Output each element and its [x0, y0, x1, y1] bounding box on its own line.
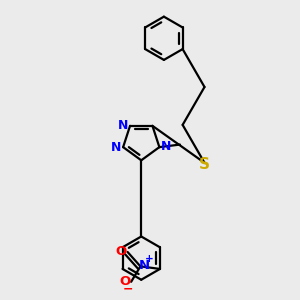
- Text: O: O: [119, 275, 130, 288]
- Text: −: −: [123, 283, 133, 296]
- Text: O: O: [116, 245, 127, 258]
- Text: S: S: [199, 157, 210, 172]
- Text: +: +: [145, 254, 154, 264]
- Text: N: N: [118, 119, 128, 132]
- Text: N: N: [161, 140, 171, 153]
- Text: N: N: [139, 259, 150, 272]
- Text: N: N: [111, 141, 122, 154]
